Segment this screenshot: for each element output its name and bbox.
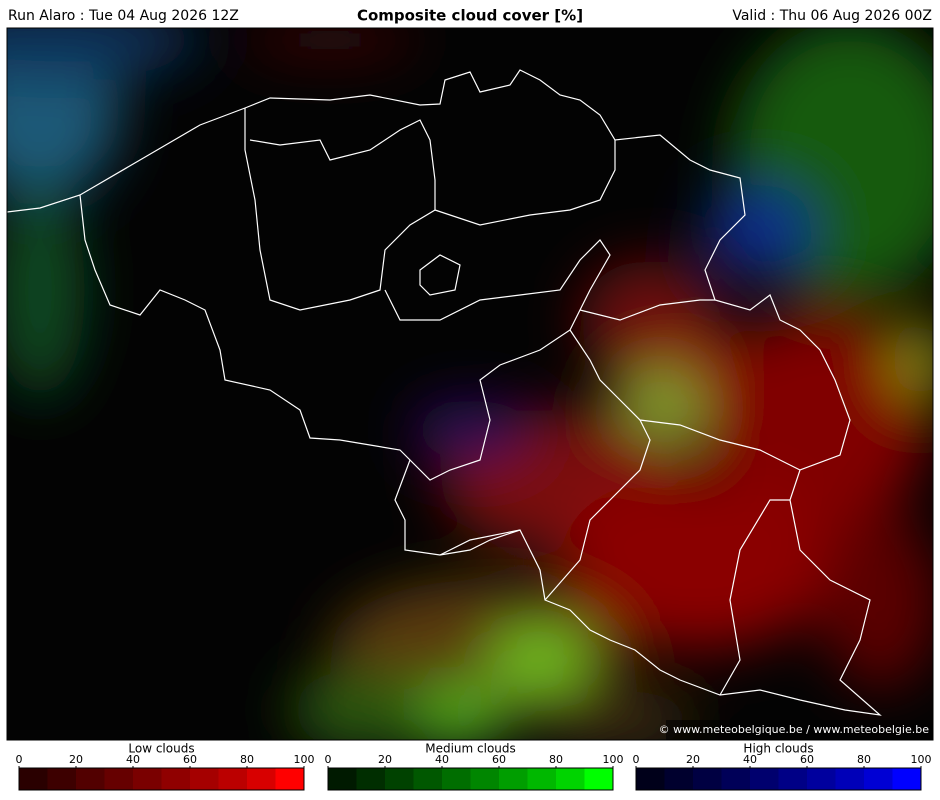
color-swatch xyxy=(835,768,865,790)
color-swatch xyxy=(807,768,836,790)
color-swatch xyxy=(750,768,779,790)
color-swatch xyxy=(413,768,443,790)
colorbar-frame xyxy=(327,767,614,791)
tick-label: 60 xyxy=(800,753,814,766)
tick-label: 60 xyxy=(492,753,506,766)
borders xyxy=(7,69,882,716)
color-swatch xyxy=(584,768,614,790)
colorbar: Medium clouds 0 20 40 60 80 100 xyxy=(325,742,624,791)
color-swatch xyxy=(892,768,922,790)
color-swatch xyxy=(161,768,191,790)
tick-label: 0 xyxy=(325,753,332,766)
color-swatch xyxy=(556,768,585,790)
color-swatch xyxy=(721,768,751,790)
valid-info: Valid : Thu 06 Aug 2026 00Z xyxy=(732,8,932,24)
tick-label: 100 xyxy=(911,753,932,766)
color-swatch xyxy=(499,768,528,790)
color-swatch xyxy=(275,768,305,790)
tick-label: 20 xyxy=(378,753,392,766)
tick-label: 0 xyxy=(16,753,23,766)
legends: Low clouds 0 20 40 60 80 100 Medium clouds 0 20 40… xyxy=(16,742,932,791)
tick-label: 80 xyxy=(857,753,871,766)
color-swatch xyxy=(190,768,219,790)
credit-background xyxy=(666,720,933,740)
color-swatch xyxy=(328,768,357,790)
colorbar-frame xyxy=(635,767,922,791)
colorbar-label: Medium clouds xyxy=(425,742,516,756)
map: © www.meteobelgique.be / www.meteobelgie… xyxy=(7,28,933,740)
tick-label: 40 xyxy=(126,753,140,766)
color-swatch xyxy=(76,768,105,790)
tick-label: 40 xyxy=(743,753,757,766)
map-title: Composite cloud cover [%] xyxy=(357,7,583,25)
colorbar-frame xyxy=(18,767,305,791)
tick-label: 20 xyxy=(686,753,700,766)
credit: © www.meteobelgique.be / www.meteobelgie… xyxy=(659,723,930,736)
tick-label: 0 xyxy=(633,753,640,766)
tick-label: 80 xyxy=(549,753,563,766)
color-swatch xyxy=(47,768,77,790)
tick-label: 40 xyxy=(435,753,449,766)
color-swatch xyxy=(247,768,276,790)
map-frame xyxy=(6,27,934,741)
colorbar-label: Low clouds xyxy=(128,742,194,756)
color-swatch xyxy=(133,768,162,790)
colorbar: Low clouds 0 20 40 60 80 100 xyxy=(16,742,315,791)
run-info: Run Alaro : Tue 04 Aug 2026 12Z xyxy=(8,8,239,24)
color-swatch xyxy=(356,768,386,790)
color-swatch xyxy=(470,768,500,790)
color-swatch xyxy=(527,768,557,790)
color-swatch xyxy=(218,768,248,790)
cloud-field xyxy=(7,28,933,740)
colorbar-label: High clouds xyxy=(743,742,813,756)
tick-label: 100 xyxy=(294,753,315,766)
color-swatch xyxy=(19,768,48,790)
colorbar: High clouds 0 20 40 60 80 100 xyxy=(633,742,932,791)
color-swatch xyxy=(693,768,722,790)
color-swatch xyxy=(636,768,665,790)
color-swatch xyxy=(778,768,808,790)
color-swatch xyxy=(104,768,134,790)
tick-label: 20 xyxy=(69,753,83,766)
color-swatch xyxy=(385,768,414,790)
color-swatch xyxy=(664,768,694,790)
color-swatch xyxy=(442,768,471,790)
tick-label: 60 xyxy=(183,753,197,766)
tick-label: 100 xyxy=(603,753,624,766)
color-swatch xyxy=(864,768,893,790)
tick-label: 80 xyxy=(240,753,254,766)
